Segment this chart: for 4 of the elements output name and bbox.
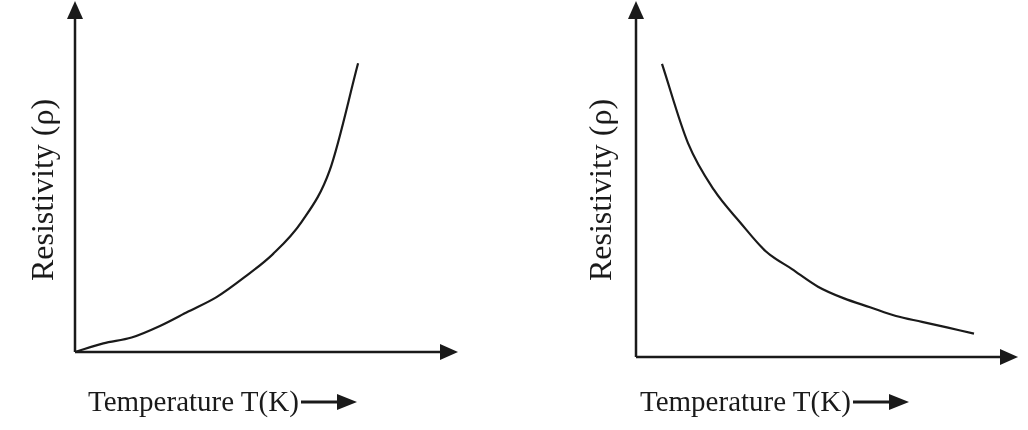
y-axis-title: Resistivity (ρ) (581, 98, 619, 282)
x-axis-title: Temperature T(K) (88, 385, 299, 418)
x-axis-title: Temperature T(K) (640, 385, 851, 418)
y-axis-title: Resistivity (ρ) (23, 98, 61, 282)
